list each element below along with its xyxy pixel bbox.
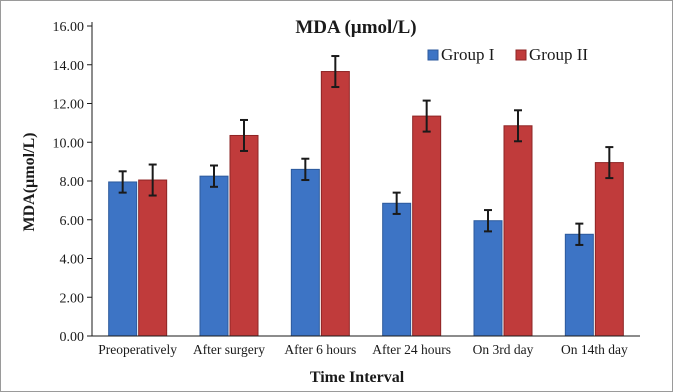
legend-swatch bbox=[427, 49, 439, 61]
bar-group-i bbox=[290, 168, 320, 337]
bar-group-ii bbox=[138, 179, 168, 337]
chart-title: MDA (µmol/L) bbox=[295, 17, 416, 38]
bars-layer bbox=[108, 71, 624, 337]
axes bbox=[91, 22, 640, 337]
bar-group-ii bbox=[412, 115, 442, 337]
y-axis-ticks: 0.00 2.00 4.00 6.00 8.00 10.00 12.00 14.00 16.00 bbox=[53, 20, 92, 345]
y-tick-label: 14.00 bbox=[53, 59, 85, 74]
bar-group-ii bbox=[503, 125, 533, 337]
y-tick-label: 0.00 bbox=[60, 330, 85, 345]
y-axis-title: MDA(µmol/L) bbox=[21, 133, 38, 232]
y-tick-label: 16.00 bbox=[53, 20, 85, 35]
bar-group-i bbox=[564, 233, 594, 337]
y-tick-label: 6.00 bbox=[60, 214, 85, 229]
y-tick-label: 4.00 bbox=[60, 253, 85, 268]
y-tick-label: 8.00 bbox=[60, 175, 85, 190]
x-category-label: After 6 hours bbox=[284, 342, 356, 357]
x-category-label: On 14th day bbox=[561, 342, 628, 357]
y-tick-label: 10.00 bbox=[53, 136, 85, 151]
x-category-label: After surgery bbox=[193, 342, 265, 357]
legend: Group I Group II bbox=[427, 45, 588, 64]
error-bars-layer bbox=[118, 55, 614, 246]
bar-group-i bbox=[199, 175, 229, 337]
legend-label: Group II bbox=[529, 45, 588, 64]
x-category-label: On 3rd day bbox=[473, 342, 534, 357]
bar-group-i bbox=[473, 220, 503, 337]
bar-group-i bbox=[382, 202, 412, 337]
bar-group-ii bbox=[229, 134, 259, 337]
x-category-label: Preoperatively bbox=[98, 342, 177, 357]
x-category-label: After 24 hours bbox=[372, 342, 451, 357]
legend-swatch bbox=[515, 49, 527, 61]
x-axis-labels: Preoperatively After surgery After 6 hours… bbox=[98, 342, 628, 357]
legend-label: Group I bbox=[441, 45, 495, 64]
x-axis-title: Time Interval bbox=[310, 369, 405, 386]
bar-group-ii bbox=[320, 71, 350, 337]
bar-group-i bbox=[108, 181, 138, 337]
bar-group-ii bbox=[594, 162, 624, 337]
y-tick-label: 2.00 bbox=[60, 291, 85, 306]
y-tick-label: 12.00 bbox=[53, 98, 85, 113]
